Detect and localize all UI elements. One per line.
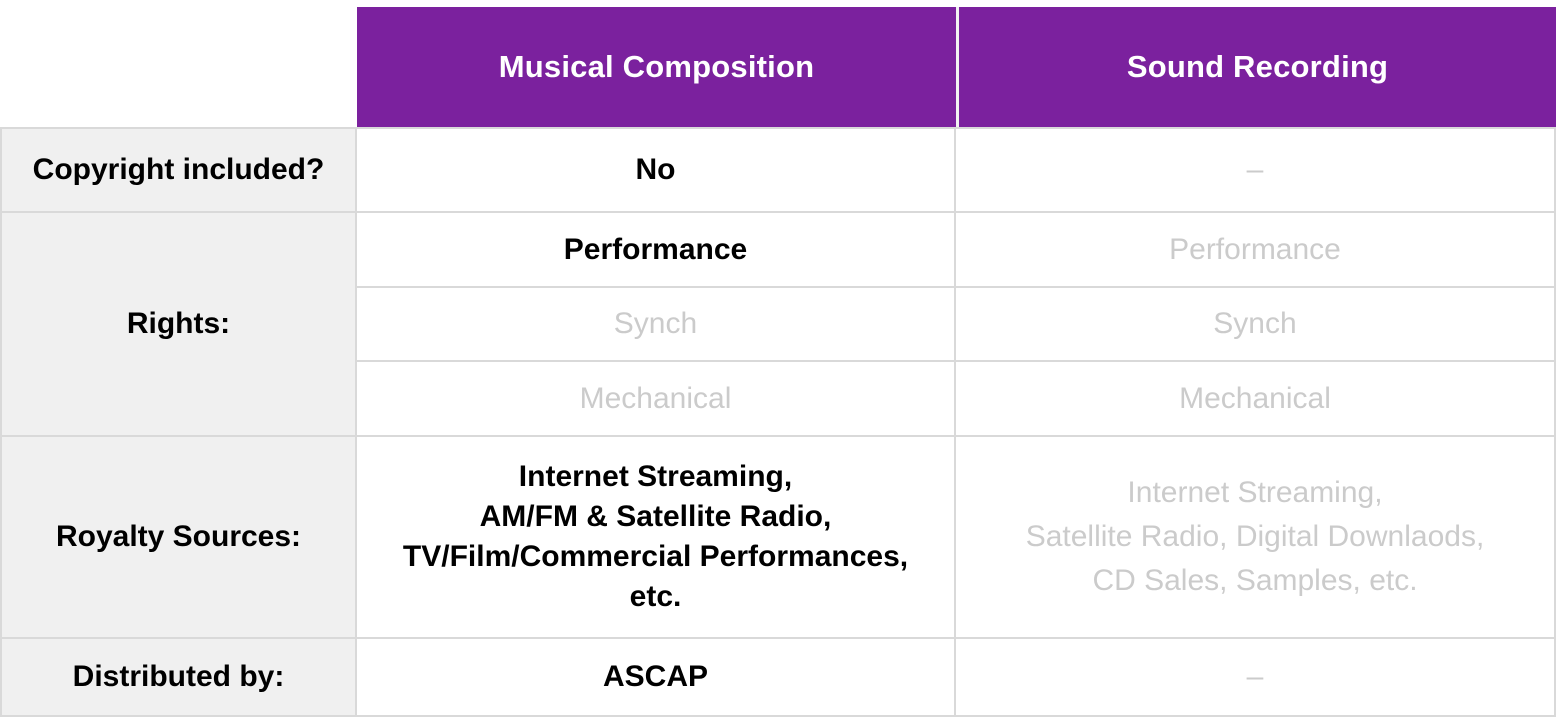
row-label-royalty-sources: Royalty Sources: bbox=[0, 437, 357, 639]
royalty-line: TV/Film/Commercial Performances, bbox=[402, 540, 909, 573]
row-label-distributed-by: Distributed by: bbox=[0, 639, 357, 717]
royalty-line: Internet Streaming, bbox=[518, 460, 793, 493]
column-header-sound-recording: Sound Recording bbox=[956, 7, 1556, 127]
cell-copyright-musical-composition: No bbox=[357, 127, 956, 213]
corner-cell bbox=[0, 7, 357, 127]
cell-rights-synch-musical-composition: Synch bbox=[357, 288, 956, 362]
cell-rights-mechanical-sound-recording: Mechanical bbox=[956, 362, 1556, 437]
comparison-table: Musical Composition Sound Recording Copy… bbox=[0, 7, 1556, 717]
row-label-rights: Rights: bbox=[0, 213, 357, 437]
royalty-line: CD Sales, Samples, etc. bbox=[1092, 564, 1418, 597]
cell-rights-mechanical-musical-composition: Mechanical bbox=[357, 362, 956, 437]
row-label-copyright-included: Copyright included? bbox=[0, 127, 357, 213]
cell-copyright-sound-recording: – bbox=[956, 127, 1556, 213]
cell-royalty-sources-musical-composition: Internet Streaming, AM/FM & Satellite Ra… bbox=[357, 437, 956, 639]
royalty-line: Internet Streaming, bbox=[1127, 476, 1383, 509]
cell-distributed-by-musical-composition: ASCAP bbox=[357, 639, 956, 717]
cell-rights-performance-musical-composition: Performance bbox=[357, 213, 956, 288]
royalty-line: etc. bbox=[629, 580, 682, 613]
cell-rights-synch-sound-recording: Synch bbox=[956, 288, 1556, 362]
royalty-line: AM/FM & Satellite Radio, bbox=[479, 500, 832, 533]
cell-rights-performance-sound-recording: Performance bbox=[956, 213, 1556, 288]
cell-distributed-by-sound-recording: – bbox=[956, 639, 1556, 717]
cell-royalty-sources-sound-recording: Internet Streaming, Satellite Radio, Dig… bbox=[956, 437, 1556, 639]
column-header-musical-composition: Musical Composition bbox=[357, 7, 956, 127]
royalty-line: Satellite Radio, Digital Downlaods, bbox=[1025, 520, 1485, 553]
